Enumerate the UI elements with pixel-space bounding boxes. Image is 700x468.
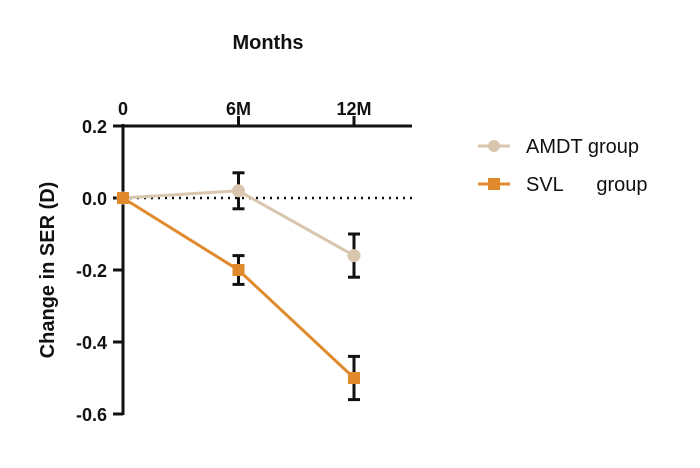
y-ticks: 0.2 0.0 -0.2 -0.4 -0.6	[76, 117, 123, 425]
x-tick-label: 12M	[336, 99, 371, 119]
legend-label: SVL group	[526, 174, 648, 196]
data-point	[347, 249, 361, 263]
data-point	[348, 372, 360, 384]
legend-label: AMDT group	[526, 136, 639, 158]
series-layer	[116, 171, 361, 402]
x-tick-label: 6M	[226, 99, 251, 119]
legend: AMDT group SVL group	[478, 136, 648, 196]
legend-marker	[488, 140, 500, 152]
series-line	[122, 196, 356, 380]
legend-marker	[488, 178, 500, 190]
y-tick-label: -0.2	[76, 261, 107, 281]
y-tick-label: -0.4	[76, 333, 107, 353]
data-point	[232, 184, 245, 198]
data-point	[117, 192, 129, 204]
x-ticks: 0 6M 12M	[118, 99, 372, 126]
y-axis-title: Change in SER (D)	[37, 182, 59, 359]
data-point	[232, 264, 245, 276]
x-tick-label: 0	[118, 99, 128, 119]
y-tick-label: -0.6	[76, 405, 107, 425]
x-axis-title: Months	[232, 32, 303, 54]
y-tick-label: 0.2	[82, 117, 107, 137]
y-tick-label: 0.0	[82, 189, 107, 209]
